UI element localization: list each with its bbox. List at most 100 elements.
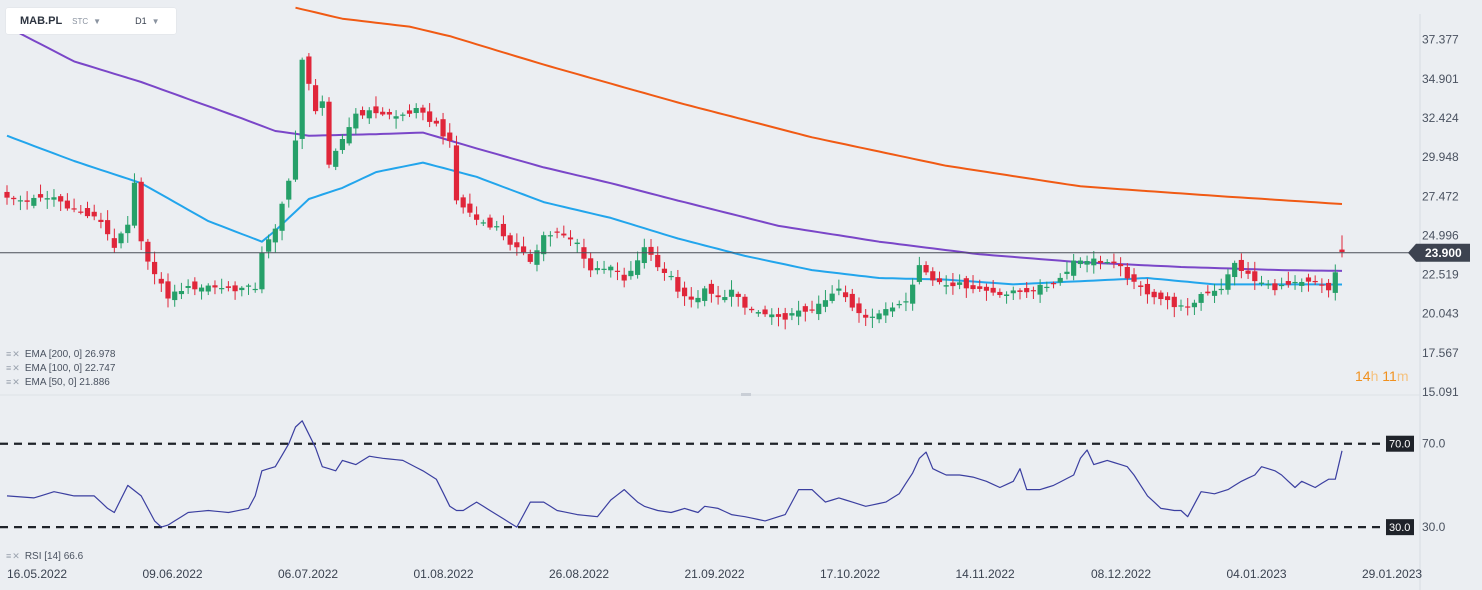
candle-body	[219, 288, 225, 290]
candle-body	[259, 252, 265, 290]
candle-body	[889, 307, 896, 312]
candle-body	[427, 111, 433, 122]
candle-body	[1084, 261, 1090, 265]
candle-body	[84, 208, 91, 217]
candle-body	[943, 285, 949, 287]
candle-body	[702, 288, 708, 301]
candle-body	[138, 181, 144, 242]
candle-body	[594, 268, 600, 271]
candle-body	[1319, 284, 1325, 286]
candle-body	[37, 194, 44, 198]
candle-body	[58, 196, 64, 202]
countdown-minutes: 11	[1382, 368, 1397, 384]
candle-body	[125, 224, 131, 234]
candle-body	[447, 132, 453, 141]
candle-body	[487, 217, 493, 228]
candle-body	[796, 310, 802, 317]
candle-body	[1305, 277, 1312, 282]
timeframe-selector[interactable]: D1	[135, 16, 147, 26]
candle-body	[1232, 262, 1238, 278]
candle-body	[816, 303, 822, 315]
candle-body	[547, 235, 553, 237]
candle-body	[1218, 288, 1224, 291]
symbol-name[interactable]: MAB.PL	[20, 15, 63, 27]
close-icon[interactable]: ✕	[12, 551, 21, 561]
candle-body	[1191, 302, 1198, 308]
hamburger-icon[interactable]: ≡	[6, 363, 13, 373]
candle-body	[192, 281, 198, 290]
candle-body	[1111, 261, 1117, 264]
candle-body	[1010, 290, 1016, 294]
caret-down-icon[interactable]: ▼	[151, 16, 160, 26]
candle-body	[1097, 260, 1104, 263]
candle-body	[641, 247, 647, 264]
candle-body	[628, 270, 634, 277]
caret-down-icon[interactable]: ▼	[93, 16, 102, 26]
close-icon[interactable]: ✕	[12, 363, 21, 373]
rsi-tick-label: 30.0	[1422, 520, 1446, 534]
candle-body	[997, 291, 1003, 296]
close-icon[interactable]: ✕	[12, 377, 21, 387]
candle-body	[353, 113, 359, 129]
candle-body	[614, 270, 621, 272]
candle-body	[1158, 292, 1164, 300]
candle-body	[239, 287, 245, 291]
candle-body	[1030, 290, 1037, 292]
candle-body	[165, 281, 171, 299]
candle-body	[494, 226, 500, 228]
hamburger-icon[interactable]: ≡	[6, 551, 13, 561]
hamburger-icon[interactable]: ≡	[6, 349, 13, 359]
countdown-hours-unit: h	[1370, 368, 1379, 384]
symbol-selector[interactable]: MAB.PL STC ▼ D1 ▼	[6, 8, 176, 34]
candle-body	[883, 309, 889, 316]
candle-body	[91, 211, 97, 217]
countdown-minutes-unit: m	[1396, 368, 1409, 384]
candle-body	[1071, 260, 1077, 276]
candle-body	[970, 285, 976, 290]
candle-body	[608, 266, 614, 271]
candle-body	[1285, 281, 1291, 285]
candle-body	[467, 203, 473, 213]
pane-resize-handle[interactable]	[741, 393, 751, 396]
close-icon[interactable]: ✕	[12, 349, 21, 359]
current-price-label: 23.900	[1425, 246, 1462, 260]
candle-body	[635, 260, 641, 275]
candle-body	[755, 312, 761, 314]
hamburger-icon[interactable]: ≡	[6, 377, 13, 387]
candle-body	[836, 288, 842, 291]
candle-body	[245, 285, 252, 287]
candle-body	[232, 285, 238, 292]
candle-body	[98, 219, 104, 222]
candle-body	[561, 233, 567, 236]
price-tick-label: 22.519	[1422, 268, 1459, 282]
indicator-legend-ema100: ≡✕ EMA [100, 0] 22.747	[6, 363, 115, 374]
candle-body	[728, 289, 735, 297]
date-axis-label: 21.09.2022	[685, 567, 745, 581]
candle-body	[722, 297, 728, 301]
candle-body	[715, 295, 721, 298]
candle-body	[842, 292, 849, 298]
candle-body	[574, 242, 580, 245]
date-axis-label: 17.10.2022	[820, 567, 880, 581]
candle-body	[272, 228, 278, 243]
candle-body	[292, 140, 299, 180]
candle-body	[406, 110, 413, 114]
candle-body	[567, 237, 574, 240]
candle-body	[520, 246, 527, 253]
date-axis-label: 01.08.2022	[414, 567, 474, 581]
rsi-level-label: 30.0	[1389, 522, 1410, 534]
candle-body	[1339, 249, 1345, 252]
candle-body	[51, 197, 57, 200]
candle-body	[1017, 290, 1023, 292]
candle-body	[299, 59, 305, 139]
candle-body	[319, 101, 325, 108]
candle-body	[480, 222, 486, 224]
candle-body	[802, 306, 808, 312]
candle-body	[440, 119, 446, 137]
candle-body	[178, 291, 185, 295]
candle-body	[1104, 262, 1110, 264]
indicator-label: RSI [14] 66.6	[24, 551, 84, 562]
candle-body	[131, 182, 138, 226]
